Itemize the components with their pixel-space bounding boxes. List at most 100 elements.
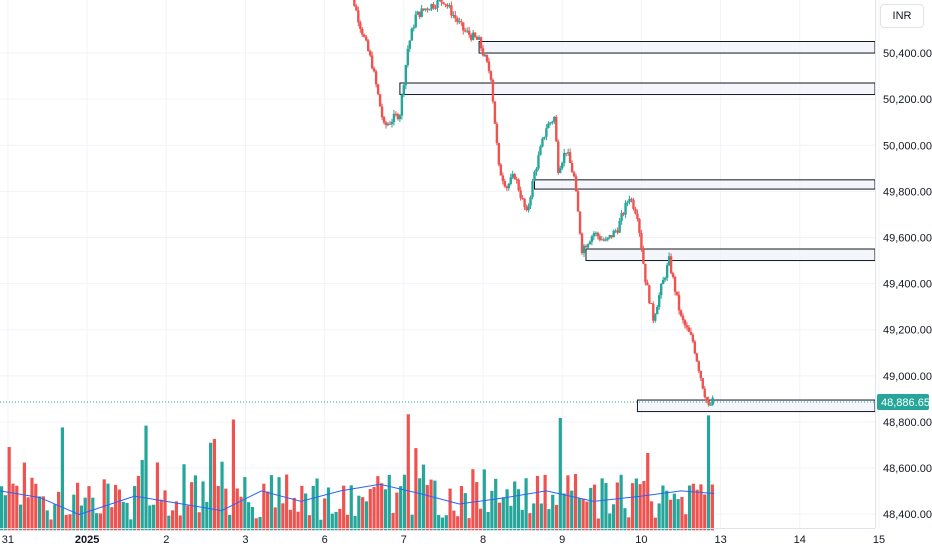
candle-body (365, 36, 368, 41)
volume-bar (668, 499, 673, 531)
candle-body (467, 30, 471, 35)
volume-bar (7, 446, 11, 531)
time-tick-label: 15 (873, 534, 885, 546)
candle-body (562, 152, 566, 163)
volume-bar (573, 474, 578, 531)
volume-bar (285, 474, 289, 531)
candles[interactable] (343, 0, 714, 407)
candle-body (446, 4, 449, 7)
volume-bar (535, 475, 540, 531)
volume-bar (140, 459, 144, 531)
volume-bar (106, 483, 110, 531)
volume-bar (304, 493, 308, 531)
zone-rectangle[interactable] (478, 41, 876, 54)
volume-bar (566, 475, 570, 531)
time-tick-label: 13 (714, 534, 726, 546)
volume-bar (3, 495, 7, 531)
volume-bar (34, 483, 38, 531)
volume-bar (250, 507, 255, 531)
candle-body (553, 116, 556, 122)
candle-body (559, 168, 562, 173)
candle-body (679, 310, 683, 316)
candle-body (438, 0, 441, 1)
volume-bar (642, 480, 646, 531)
volume-bar (653, 517, 657, 531)
price-axis[interactable]: 48,400.00 48,600.00 48,800.00 49,000.00 49,2… (875, 0, 932, 528)
volume-bar (212, 438, 217, 531)
volume-bar (22, 462, 26, 531)
volume-bar (56, 491, 61, 531)
volume-bar (520, 509, 524, 531)
volume-bar (53, 504, 57, 531)
volume-bar (387, 474, 391, 531)
volume-bar (133, 486, 137, 531)
volume-bar (45, 510, 49, 531)
candle-body (665, 265, 669, 278)
volume-bar (429, 479, 433, 531)
zone-rectangle[interactable] (534, 179, 876, 190)
supply-demand-zones[interactable] (399, 41, 876, 413)
volume-bar (41, 496, 45, 531)
candle-body (404, 65, 408, 86)
candle-body (644, 263, 647, 283)
candle-body (640, 232, 643, 250)
volume-bar (190, 482, 194, 531)
candle-body (626, 202, 629, 204)
candle-body (695, 353, 699, 362)
candle-body (630, 199, 633, 201)
volume-bar (558, 417, 562, 531)
time-axis[interactable]: 3120252367891013141516 (0, 528, 932, 547)
price-tick-label: 49,400.00 (883, 279, 932, 291)
volume-bar (414, 448, 418, 531)
price-tick-label: 49,600.00 (883, 232, 932, 244)
candle-body (699, 370, 702, 379)
candle-body (519, 190, 522, 198)
candle-body (614, 230, 617, 232)
candle-body (521, 197, 524, 199)
volume-bar (444, 515, 448, 531)
volume-bar (452, 510, 456, 531)
volume-bar (448, 488, 452, 531)
volume-bar (307, 515, 312, 531)
volume-bar (589, 487, 593, 531)
price-tick-label: 50,400.00 (883, 48, 932, 60)
zone-rectangle[interactable] (585, 248, 876, 262)
candle-body (561, 162, 564, 169)
time-tick-label: 9 (559, 534, 565, 546)
volume-bar (110, 507, 114, 531)
volume-bar (159, 499, 163, 531)
candle-body (545, 128, 548, 137)
candle-body (501, 175, 505, 181)
candle-body (495, 123, 499, 144)
zone-rectangle[interactable] (399, 82, 876, 96)
volume-bar (497, 502, 502, 531)
candle-body (622, 213, 625, 215)
candle-body (592, 233, 596, 237)
candle-body (406, 48, 410, 66)
volume-bar (539, 503, 543, 531)
candle-body (537, 155, 540, 169)
candle-body (568, 152, 572, 164)
candle-body (656, 306, 659, 315)
candle-body (646, 282, 649, 286)
volume-bar (273, 507, 277, 531)
candle-body (697, 361, 701, 371)
candle-body (564, 152, 568, 154)
time-tick-label: 7 (401, 534, 407, 546)
volume-bar (342, 485, 346, 531)
volume-bar (638, 484, 642, 531)
candle-body (505, 186, 508, 189)
volume-bars (0, 414, 714, 531)
volume-bar (258, 516, 262, 531)
candle-body (483, 55, 487, 57)
candle-body (547, 123, 550, 129)
currency-button[interactable]: INR (880, 4, 924, 28)
candle-body (416, 11, 419, 15)
candle-body (368, 51, 372, 56)
volume-bar (543, 474, 547, 531)
volume-bar (148, 505, 152, 531)
candle-body (580, 233, 584, 254)
volume-bar (513, 481, 517, 531)
